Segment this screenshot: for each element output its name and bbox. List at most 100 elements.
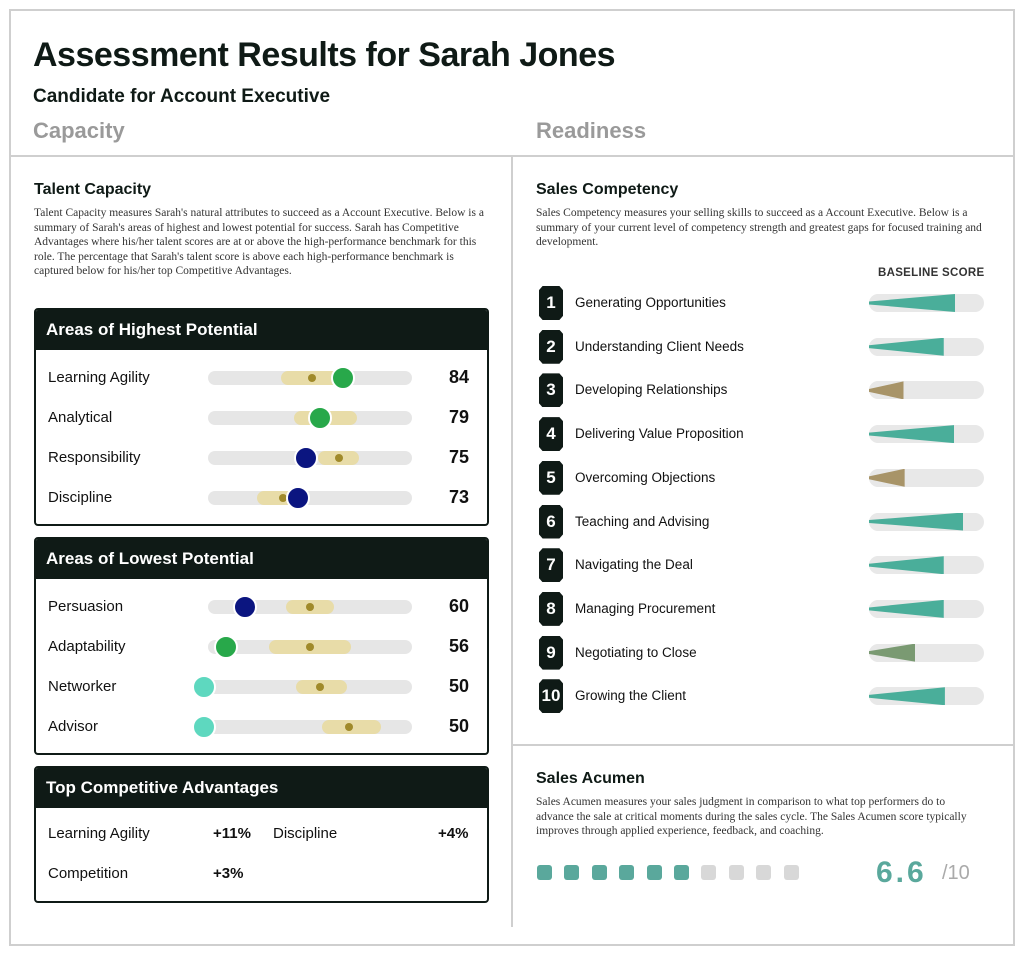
baseline-score-fill	[869, 468, 905, 487]
acumen-divider	[513, 744, 1013, 746]
talent-label: Networker	[48, 678, 117, 695]
acumen-square	[728, 865, 744, 880]
benchmark-dot	[306, 643, 314, 651]
highest-potential-title: Areas of Highest Potential	[36, 310, 487, 350]
acumen-square	[674, 865, 689, 880]
lowest-potential-title: Areas of Lowest Potential	[36, 539, 487, 579]
score-track	[208, 366, 412, 390]
score-track	[208, 595, 412, 619]
benchmark-dot	[316, 683, 325, 691]
highest-potential-card: Areas of Highest Potential Learning Agil…	[34, 308, 489, 526]
acumen-square	[537, 865, 552, 880]
competency-number-badge: 5	[539, 460, 563, 495]
baseline-score-fill	[869, 556, 944, 575]
benchmark-dot	[308, 374, 317, 382]
competency-number-badge: 7	[539, 548, 563, 583]
talent-row: Persuasion 60	[36, 595, 487, 619]
talent-score: 75	[448, 447, 469, 467]
benchmark-dot	[344, 723, 353, 731]
acumen-square	[591, 865, 607, 880]
competency-number-badge: 3	[539, 373, 563, 408]
baseline-score-bar	[869, 294, 984, 312]
talent-row: Discipline 73	[36, 486, 487, 510]
baseline-score-label: BASELINE SCORE	[878, 267, 985, 279]
baseline-score-fill	[869, 687, 945, 706]
score-track	[208, 446, 412, 470]
page-subtitle: Candidate for Account Executive	[33, 86, 331, 107]
talent-row: Analytical 79	[36, 406, 487, 430]
baseline-score-bar	[869, 512, 984, 531]
header-divider	[11, 155, 1013, 157]
talent-score: 79	[448, 407, 469, 427]
score-marker	[232, 595, 257, 619]
competency-number-badge: 10	[539, 679, 563, 714]
competency-label: Generating Opportunities	[575, 295, 726, 310]
competency-number-badge: 6	[539, 504, 563, 539]
competency-label: Developing Relationships	[575, 382, 728, 398]
talent-label: Adaptability	[48, 638, 126, 655]
talent-score: 60	[448, 596, 469, 616]
benchmark-dot	[279, 494, 288, 502]
page-title: Assessment Results for Sarah Jones	[33, 36, 616, 74]
advantage-pct: +3%	[213, 865, 244, 882]
competency-label: Understanding Client Needs	[575, 338, 744, 354]
score-marker	[308, 406, 333, 430]
talent-label: Analytical	[48, 409, 113, 426]
lowest-potential-card: Areas of Lowest Potential Persuasion 60 Ad…	[34, 537, 489, 755]
baseline-score-bar	[869, 468, 984, 487]
competency-label: Negotiating to Close	[575, 644, 697, 660]
score-track	[191, 675, 412, 699]
competency-label: Navigating the Deal	[575, 557, 693, 573]
score-marker	[330, 366, 355, 390]
score-marker	[285, 486, 310, 510]
acumen-square	[783, 865, 799, 880]
competency-number-badge: 4	[539, 417, 563, 452]
baseline-score-bar	[869, 381, 984, 400]
baseline-score-fill	[869, 337, 944, 356]
talent-row: Advisor 50	[36, 715, 487, 739]
competency-number-badge: 2	[539, 329, 563, 364]
baseline-score-fill	[869, 294, 956, 312]
baseline-score-bar	[869, 556, 984, 575]
baseline-score-fill	[869, 512, 964, 531]
talent-score: 56	[448, 636, 469, 656]
page-frame	[9, 9, 1015, 946]
sales-acumen-title: Sales Acumen	[536, 770, 645, 787]
talent-row: Networker 50	[36, 675, 487, 699]
competency-label: Overcoming Objections	[575, 469, 716, 485]
talent-row: Adaptability 56	[36, 635, 487, 659]
talent-score: 73	[448, 487, 469, 507]
score-track	[191, 715, 412, 739]
column-divider	[511, 157, 513, 927]
competency-label: Managing Procurement	[575, 600, 716, 616]
baseline-score-bar	[869, 687, 984, 706]
talent-score: 84	[448, 367, 469, 387]
competency-number-badge: 9	[539, 635, 563, 670]
talent-score: 50	[448, 716, 469, 736]
talent-score: 50	[448, 676, 469, 696]
sales-acumen-score: 6.6	[876, 856, 927, 889]
sales-acumen-description: Sales Acumen measures your sales judgmen…	[536, 796, 967, 837]
sales-acumen-out-of: /10	[942, 862, 970, 884]
sales-competency-title: Sales Competency	[536, 181, 679, 198]
baseline-score-bar	[869, 599, 984, 618]
talent-label: Learning Agility	[48, 369, 150, 386]
advantage-label: Discipline	[273, 825, 338, 842]
benchmark-dot	[334, 454, 343, 462]
baseline-score-fill	[869, 643, 915, 662]
talent-capacity-title: Talent Capacity	[34, 181, 152, 198]
score-marker	[191, 675, 216, 699]
talent-capacity-description: Talent Capacity measures Sarah's natural…	[34, 207, 484, 277]
advantage-label: Learning Agility	[48, 825, 150, 842]
score-track	[208, 486, 412, 510]
baseline-score-fill	[869, 599, 944, 618]
advantage-pct: +4%	[438, 825, 469, 842]
talent-row: Learning Agility 84	[36, 366, 487, 390]
capacity-heading: Capacity	[33, 118, 125, 143]
baseline-score-bar	[869, 643, 984, 662]
benchmark-dot	[306, 603, 314, 611]
acumen-square	[701, 865, 717, 880]
readiness-heading: Readiness	[536, 118, 647, 143]
acumen-square	[564, 865, 580, 880]
talent-row: Responsibility 75	[36, 446, 487, 470]
